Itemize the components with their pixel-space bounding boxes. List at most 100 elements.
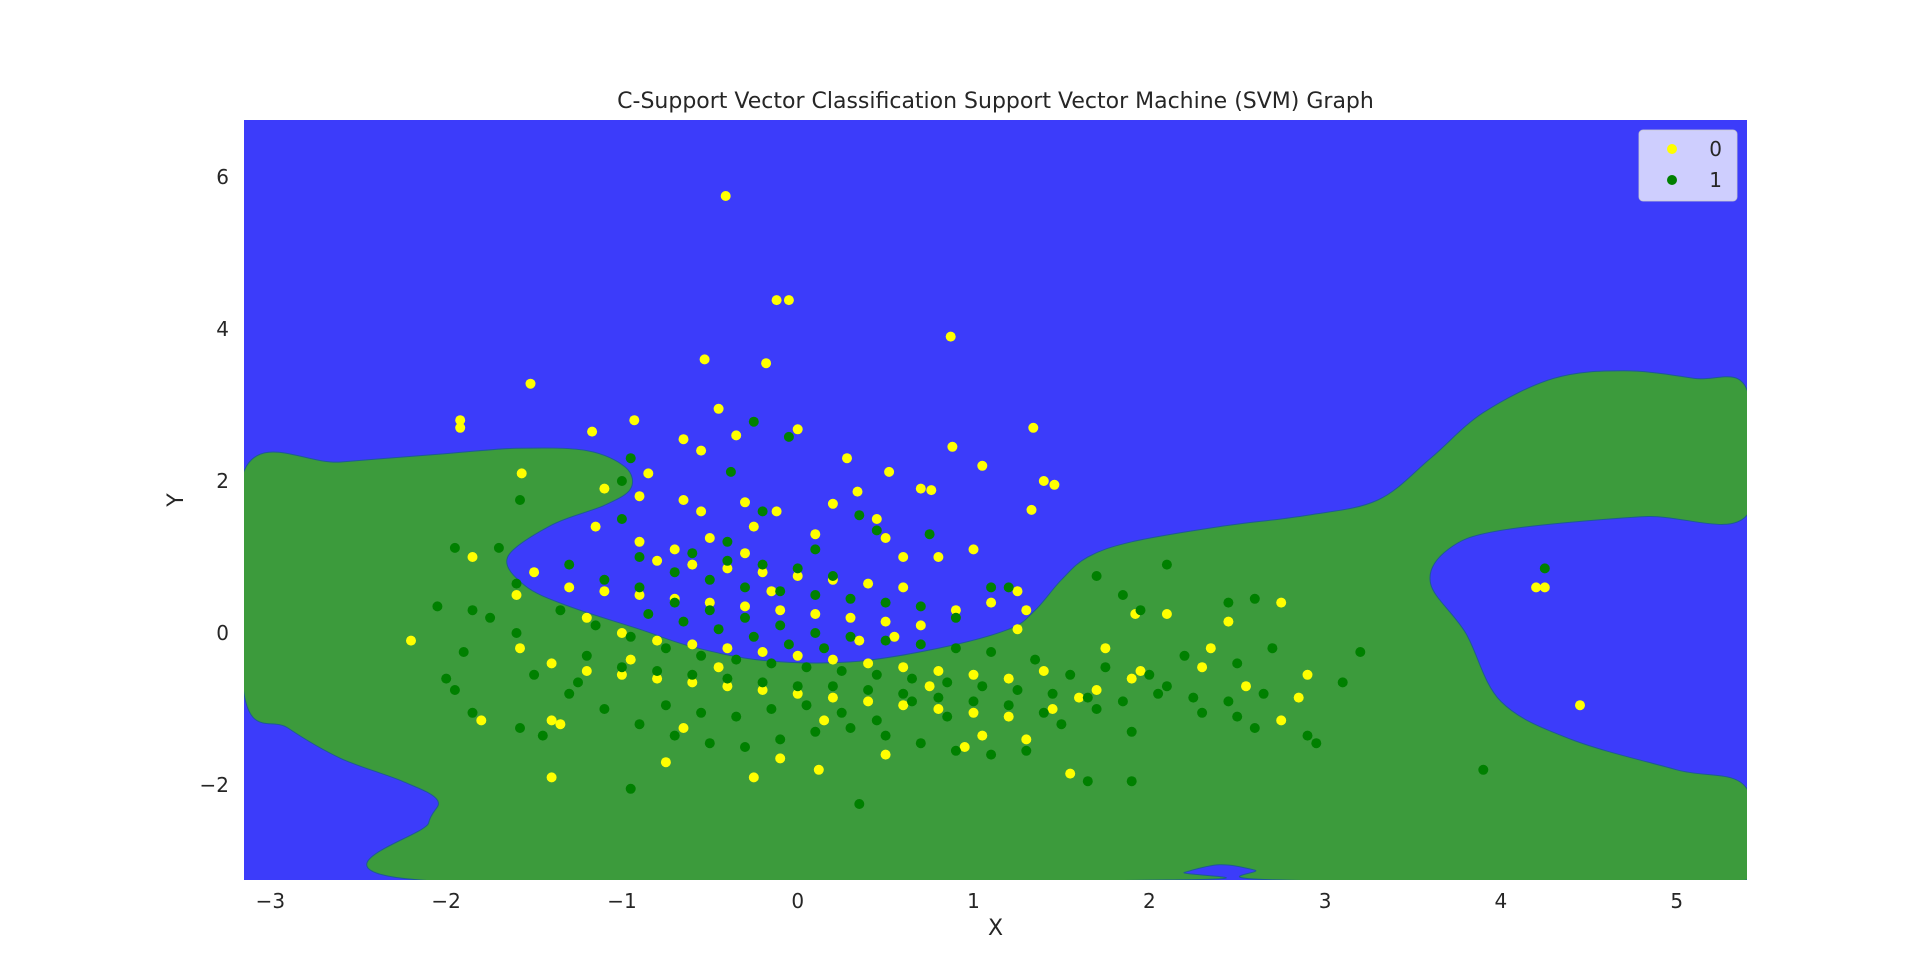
data-point-class-0 [924,681,935,692]
data-point-class-1 [1249,723,1260,733]
data-point-class-0 [740,601,750,612]
data-point-class-0 [1126,673,1137,684]
data-point-class-0 [1276,715,1287,726]
data-point-class-0 [1241,681,1251,692]
data-point-class-1 [986,647,997,657]
data-point-class-0 [915,483,926,494]
data-point-class-1 [467,605,478,616]
data-point-class-0 [1003,711,1014,722]
data-point-class-1 [880,597,891,608]
data-point-class-1 [986,749,997,760]
data-point-class-0 [933,704,944,714]
decision-regions-class-1 [244,370,1747,880]
data-point-class-0 [652,635,663,646]
data-point-class-0 [1293,692,1304,703]
data-point-class-0 [1065,768,1076,779]
data-point-class-1 [915,639,926,650]
data-point-class-0 [845,612,856,623]
data-point-class-0 [455,422,466,433]
data-point-class-0 [1100,643,1111,654]
data-point-class-0 [1091,685,1102,695]
data-point-class-0 [775,753,786,764]
data-point-class-1 [704,605,715,616]
x-tick-label: 2 [1143,889,1156,913]
data-point-class-1 [660,700,671,711]
data-point-class-1 [722,673,733,684]
data-point-class-1 [537,730,548,741]
data-point-class-0 [863,578,874,589]
data-point-class-0 [529,567,540,578]
x-tick-label: 5 [1670,889,1683,913]
data-point-class-0 [792,688,803,699]
data-point-class-1 [1153,688,1164,699]
data-point-class-0 [1074,692,1084,703]
data-point-class-0 [871,514,882,524]
data-point-class-0 [1223,616,1234,627]
plot-area [244,120,1747,880]
data-point-class-1 [599,704,610,714]
data-point-class-1 [1223,696,1234,707]
data-point-class-0 [977,730,988,741]
data-point-class-1 [1021,745,1032,756]
data-point-class-1 [880,730,891,741]
data-point-class-1 [432,601,443,612]
data-point-class-0 [476,715,487,726]
data-point-class-1 [757,677,768,688]
data-point-class-0 [687,677,698,688]
data-point-class-0 [616,669,627,680]
data-point-class-0 [652,673,663,684]
data-point-class-0 [792,424,803,435]
data-point-class-1 [977,681,988,692]
data-point-class-1 [766,658,777,669]
data-point-class-0 [863,696,874,707]
data-point-class-0 [713,662,724,673]
data-point-class-0 [564,582,575,593]
scatter-points [406,191,1585,809]
data-point-class-1 [950,643,961,654]
data-point-class-1 [678,616,689,627]
data-point-class-1 [810,590,821,600]
data-point-class-0 [629,415,640,426]
data-point-class-0 [842,453,852,464]
data-point-class-1 [704,738,715,749]
data-point-class-0 [687,559,698,570]
data-point-class-1 [1012,685,1023,695]
data-point-class-1 [441,673,452,684]
data-point-class-1 [801,700,812,711]
data-point-class-0 [643,468,654,479]
data-point-class-1 [652,666,663,676]
data-point-class-0 [810,529,821,540]
data-point-class-0 [515,643,525,654]
data-point-class-1 [1258,688,1269,699]
data-point-class-0 [704,597,715,608]
data-point-class-1 [915,601,926,612]
data-point-class-1 [986,582,997,593]
data-point-class-1 [555,605,566,616]
data-point-class-1 [827,681,838,692]
data-point-class-1 [775,620,786,631]
data-point-class-1 [1337,677,1348,688]
data-point-class-0 [722,563,733,574]
data-point-class-1 [731,711,742,722]
data-point-class-0 [947,441,958,452]
x-tick-label: −3 [256,889,285,913]
data-point-class-1 [1082,692,1093,703]
data-point-class-1 [942,677,953,688]
data-point-class-0 [1531,582,1542,593]
data-point-class-1 [687,669,698,680]
data-point-class-1 [1355,647,1366,657]
data-point-class-0 [1038,666,1049,676]
data-point-class-0 [945,331,956,342]
data-point-class-0 [959,742,970,752]
data-point-class-0 [757,647,768,657]
y-tick-label: 0 [216,621,229,645]
data-point-class-1 [766,704,777,714]
data-point-class-0 [687,639,698,650]
data-point-class-1 [1091,571,1102,581]
data-point-class-1 [634,719,645,730]
x-tick-label: 1 [967,889,980,913]
data-point-class-0 [740,497,750,508]
data-point-class-1 [854,510,865,521]
data-point-class-0 [771,295,782,306]
